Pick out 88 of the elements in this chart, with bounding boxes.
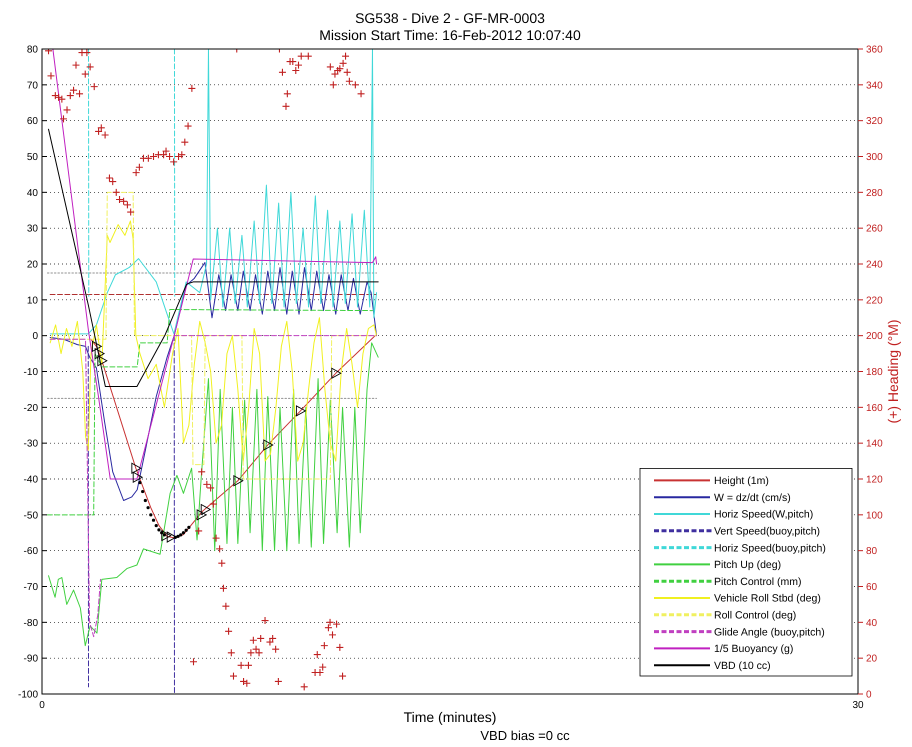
- point: [187, 526, 190, 529]
- point: [166, 532, 177, 542]
- chart-subtitle: Mission Start Time: 16-Feb-2012 10:07:40: [319, 27, 581, 43]
- point: [138, 480, 142, 484]
- y-tick-label: -20: [24, 402, 38, 414]
- y2-tick-label: 140: [866, 438, 884, 450]
- y2-tick-label: 240: [866, 260, 884, 270]
- y2-tick-label: 60: [866, 582, 878, 593]
- y-tick-label: -60: [24, 546, 38, 558]
- point: [92, 340, 102, 352]
- y2-tick-label: 40: [866, 618, 878, 629]
- point: [141, 490, 144, 494]
- chart-title: SG538 - Dive 2 - GF-MR-0003: [355, 10, 546, 26]
- y-tick-label: 40: [26, 188, 38, 199]
- point: [182, 531, 186, 534]
- y2-tick-label: 200: [866, 331, 884, 342]
- point: [179, 533, 182, 536]
- x-axis-title: Time (minutes): [404, 709, 496, 725]
- y2-tick-label: 0: [866, 690, 872, 700]
- point: [157, 528, 161, 532]
- legend-label: 1/5 Buoyancy (g): [714, 643, 794, 656]
- y-tick-label: -50: [24, 510, 38, 522]
- y-tick-label: 50: [26, 152, 38, 163]
- point: [184, 528, 188, 532]
- y2-tick-label: 100: [866, 510, 884, 522]
- point: [162, 533, 166, 536]
- y-tick-label: 10: [26, 295, 38, 306]
- y-tick-label: -10: [24, 367, 38, 378]
- y-tick-label: -40: [24, 474, 38, 486]
- y-tick-label: -30: [24, 438, 38, 450]
- y-tick-label: -70: [24, 582, 38, 593]
- legend-label: Pitch Control (mm): [714, 576, 802, 588]
- line-series: [46, 309, 373, 516]
- y2-tick-label: 220: [866, 295, 884, 306]
- point: [176, 534, 180, 538]
- legend-label: Roll Control (deg): [714, 609, 796, 622]
- point: [97, 355, 108, 366]
- legend-label: W = dz/dt (cm/s): [714, 492, 791, 504]
- y-tick-label: 70: [26, 80, 38, 92]
- y2-tick-label: 260: [866, 224, 884, 235]
- y2-tick-label: 280: [866, 188, 884, 199]
- point: [131, 462, 142, 474]
- text: VBD bias =0 cc: [480, 728, 570, 743]
- line-series: [50, 49, 378, 334]
- point: [196, 509, 207, 520]
- y-tick-label: -90: [24, 654, 38, 665]
- point: [94, 348, 105, 360]
- y2-tick-label: 120: [866, 474, 884, 486]
- y2-tick-label: 20: [866, 654, 878, 665]
- y2-tick-label: 300: [866, 152, 884, 163]
- point: [144, 498, 147, 502]
- point: [263, 440, 274, 450]
- point: [233, 475, 244, 486]
- y-tick-label: 30: [26, 224, 38, 235]
- legend-label: VBD (10 cc): [714, 660, 771, 672]
- point: [160, 531, 164, 534]
- y-tick-label: -100: [18, 690, 38, 700]
- point: [152, 518, 156, 522]
- point: [200, 504, 211, 515]
- point: [296, 405, 306, 416]
- y2-tick-label: 180: [866, 367, 884, 378]
- point: [154, 524, 158, 528]
- y-tick-label: 0: [32, 331, 38, 342]
- y2-tick-label: 320: [866, 116, 884, 128]
- y-tick-label: 60: [26, 116, 38, 128]
- y2-tick-label: 360: [866, 44, 884, 56]
- point: [174, 536, 177, 540]
- point: [132, 472, 143, 483]
- y2-tick-label: 340: [866, 80, 884, 92]
- y2-tick-label: 80: [866, 546, 878, 558]
- y-tick-label: 20: [26, 260, 38, 270]
- point: [331, 368, 342, 379]
- point: [161, 530, 172, 542]
- legend-label: Horiz Speed(buoy,pitch): [714, 542, 826, 554]
- line-series: [50, 262, 378, 501]
- legend-label: Pitch Up (deg): [714, 559, 782, 572]
- legend-label: Horiz Speed(W,pitch): [714, 508, 814, 521]
- legend-label: Vert Speed(buoy,pitch): [714, 525, 820, 538]
- y2-tick-label: 160: [866, 402, 884, 414]
- y-tick-label: 80: [26, 44, 38, 56]
- y2-axis-title: (+) Heading (°M): [885, 319, 901, 424]
- legend-label: Vehicle Roll Stbd (deg): [714, 592, 821, 605]
- line-series: [50, 220, 378, 462]
- legend-label: Height (1m): [714, 475, 769, 488]
- legend-label: Glide Angle (buoy,pitch): [714, 626, 825, 638]
- point: [146, 506, 150, 510]
- point: [149, 513, 152, 516]
- y-tick-label: -80: [24, 618, 38, 629]
